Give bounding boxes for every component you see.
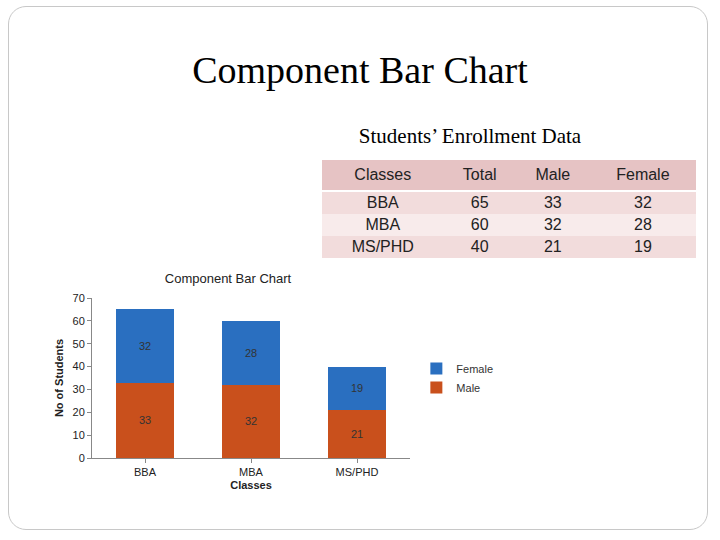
html-text:Female: Female [616,166,670,183]
html-text:MS/PHD: MS/PHD [351,238,414,255]
html-text:33: 33 [543,194,562,211]
html-text:28: 28 [634,216,652,233]
html-text:65: 65 [470,194,489,211]
html-text:Male: Male [535,166,571,183]
svg-text:0: 0 [79,452,85,464]
svg-text:70: 70 [73,292,85,304]
html-text:Classes: Classes [354,166,412,183]
html-text:60: 60 [470,216,489,233]
svg-text:30: 30 [73,383,85,395]
html-text:Total: Total [462,166,497,183]
svg-text:40: 40 [73,360,85,372]
svg-text:20: 20 [73,406,85,418]
html-text:21: 21 [543,238,562,255]
svg-text:21: 21 [351,428,363,440]
svg-text:33: 33 [139,414,151,426]
html-text:BBA: BBA [366,194,399,211]
svg-text:BBA: BBA [134,466,157,478]
svg-text:10: 10 [73,429,85,441]
html-text:Students’ Enrollment Data: Students’ Enrollment Data [358,124,582,148]
svg-text:MS/PHD: MS/PHD [336,466,379,478]
html-text:19: 19 [634,238,652,255]
html-text:32: 32 [634,194,652,211]
svg-text:32: 32 [245,415,257,427]
svg-text:28: 28 [245,347,257,359]
svg-text:50: 50 [73,338,85,350]
html-text:32: 32 [543,216,562,233]
svg-text:60: 60 [73,315,85,327]
html-text:40: 40 [470,238,489,255]
svg-text:Male: Male [456,382,480,394]
svg-text:Classes: Classes [230,479,272,491]
svg-text:32: 32 [139,340,151,352]
svg-text:MBA: MBA [239,466,264,478]
svg-text:Female: Female [456,363,493,375]
html-text:MBA: MBA [365,216,401,233]
svg-text:Component Bar Chart: Component Bar Chart [165,271,292,286]
svg-text:19: 19 [351,382,363,394]
html-text:Component Bar Chart: Component Bar Chart [192,49,528,91]
svg-text:No of Students: No of Students [53,339,65,417]
